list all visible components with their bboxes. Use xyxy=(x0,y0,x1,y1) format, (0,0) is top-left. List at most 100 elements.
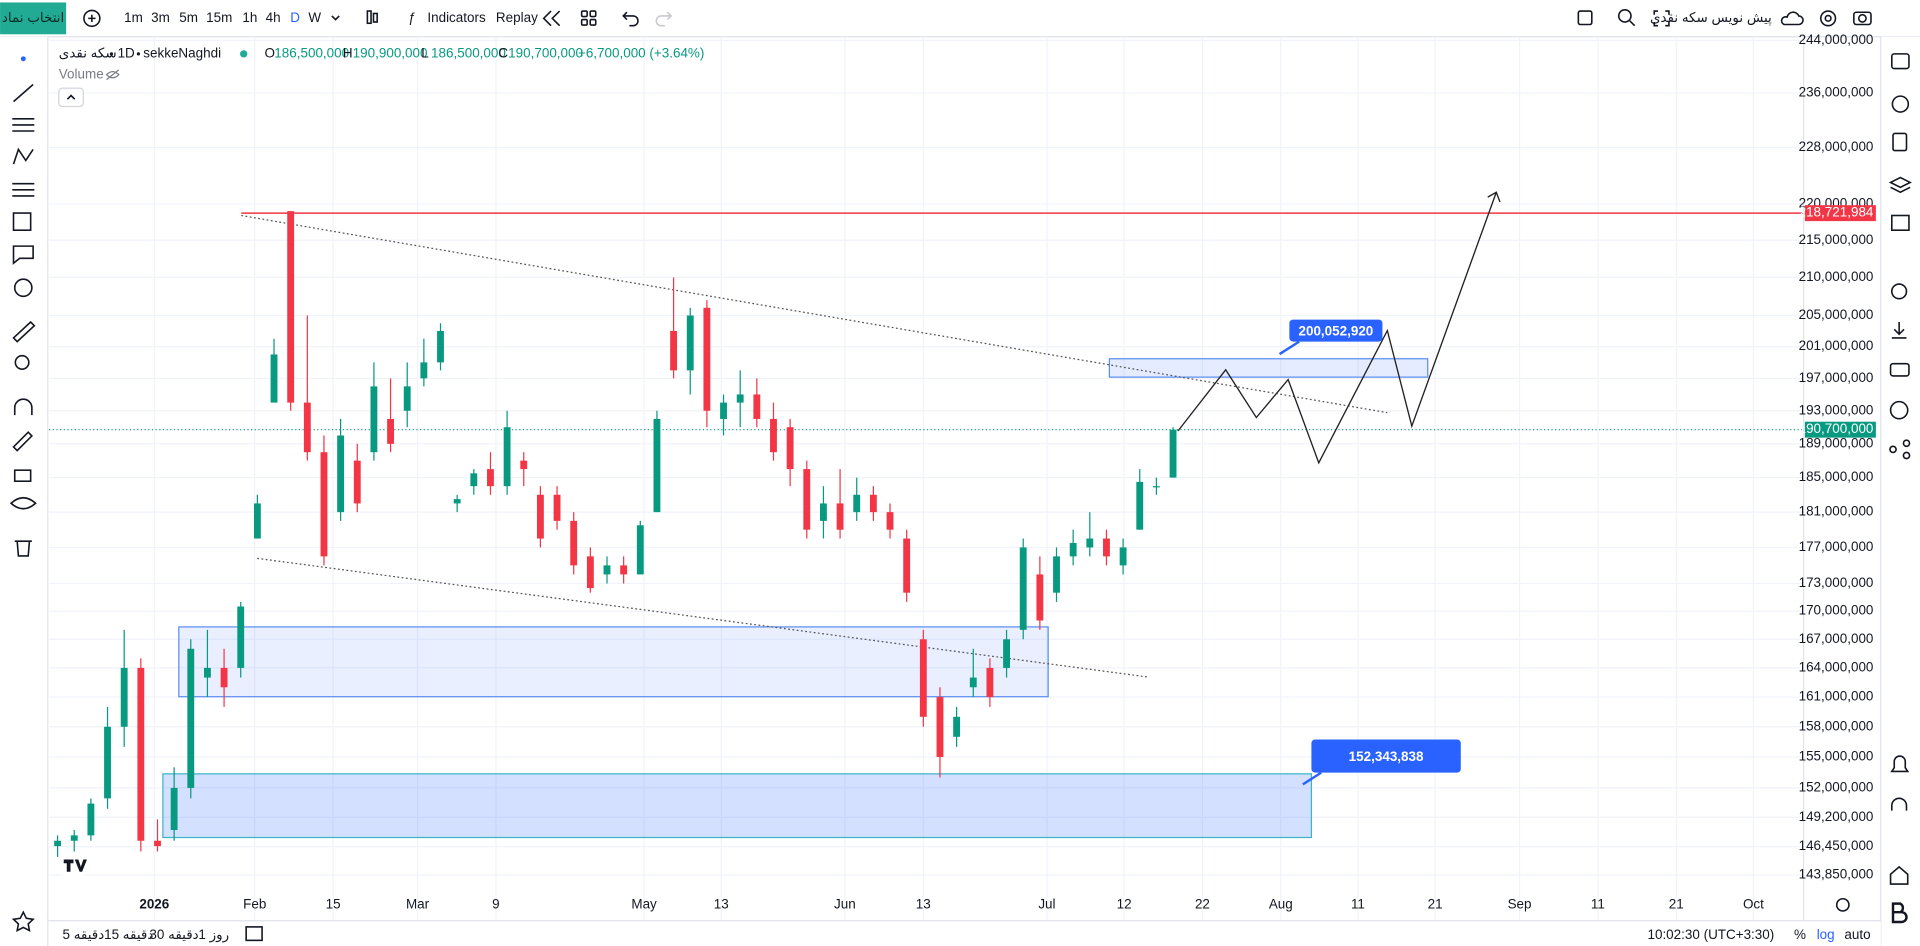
candle-body xyxy=(1053,556,1060,593)
interval-button[interactable]: W xyxy=(308,10,321,25)
notifications-icon[interactable] xyxy=(1890,755,1910,773)
settings-icon[interactable] xyxy=(1891,283,1908,300)
y-tick-label: 149,200,000 xyxy=(1799,809,1874,824)
pattern-tool[interactable] xyxy=(12,147,34,165)
candle-body xyxy=(803,469,811,530)
chart-type-icon[interactable] xyxy=(366,10,372,25)
x-tick-label: 21 xyxy=(1669,896,1684,911)
card-icon[interactable] xyxy=(1889,362,1910,377)
settings-icon-core xyxy=(1824,14,1832,22)
candle-body xyxy=(536,494,544,539)
indicators-button[interactable]: Indicators xyxy=(427,10,486,25)
settings-icon[interactable] xyxy=(1819,10,1837,27)
price-label-box xyxy=(1804,205,1876,222)
range-button[interactable]: 1 روز xyxy=(198,927,229,943)
notes-icon[interactable] xyxy=(1892,132,1908,152)
calendar-icon[interactable] xyxy=(1891,214,1910,231)
fib-tool[interactable] xyxy=(12,117,35,132)
interval-button[interactable]: 15m xyxy=(206,10,232,25)
interval-button[interactable]: 1m xyxy=(124,10,143,25)
symbol-button[interactable] xyxy=(0,2,67,35)
y-tick-label: 193,000,000 xyxy=(1799,402,1874,417)
x-tick-label: 15 xyxy=(326,896,341,911)
interval-button[interactable]: D xyxy=(290,10,300,25)
add-symbol-icon[interactable] xyxy=(83,9,101,28)
interval-dropdown[interactable] xyxy=(331,15,340,21)
logo xyxy=(63,859,87,872)
candle-body xyxy=(653,418,661,513)
candle-body xyxy=(503,427,511,487)
replay-button[interactable]: Replay xyxy=(496,10,538,25)
interval-button[interactable]: 5m xyxy=(179,10,198,25)
candle-body xyxy=(1152,486,1160,488)
remove-tool[interactable] xyxy=(14,540,32,557)
volume-hidden-icon[interactable] xyxy=(105,69,120,81)
window-icon[interactable] xyxy=(1577,10,1593,26)
projection-tool[interactable] xyxy=(12,182,35,197)
lock-tool[interactable] xyxy=(13,469,32,482)
candle-body xyxy=(1069,542,1077,557)
collapse-button[interactable] xyxy=(58,87,84,108)
log-toggle[interactable]: log xyxy=(1817,927,1835,942)
drawing-mode-tool[interactable] xyxy=(12,431,34,452)
search-icon[interactable] xyxy=(1617,8,1632,23)
interval-button[interactable]: 3m xyxy=(151,10,170,25)
change: +6,700,000 (+3.64%) xyxy=(578,45,704,60)
snapshot-icon[interactable] xyxy=(1853,11,1872,26)
candle-body xyxy=(919,639,927,717)
candle-body xyxy=(220,667,228,688)
annotation-box xyxy=(1289,319,1383,342)
layout-icon[interactable] xyxy=(580,10,588,18)
fullscreen-icon[interactable] xyxy=(1653,10,1670,27)
trend-line-tool[interactable] xyxy=(12,83,34,103)
layers-icon[interactable] xyxy=(1888,176,1912,194)
y-tick-label: 185,000,000 xyxy=(1799,469,1874,484)
cursor-tool[interactable] xyxy=(20,56,26,62)
emoji-tool[interactable] xyxy=(13,278,33,298)
zoom-tool[interactable] xyxy=(14,354,30,370)
auto-toggle[interactable]: auto xyxy=(1844,927,1870,942)
profile-icon[interactable] xyxy=(1889,400,1909,420)
support-icon[interactable] xyxy=(1891,797,1908,811)
snapshot-lens xyxy=(1857,13,1867,23)
date-range-icon[interactable] xyxy=(245,926,263,942)
share-icon[interactable] xyxy=(1889,445,1897,454)
fx-icon[interactable]: ƒ xyxy=(408,10,415,25)
range-button[interactable]: 30 دقیقه xyxy=(149,927,198,942)
candle-body xyxy=(886,512,894,530)
hide-tool[interactable] xyxy=(9,496,37,510)
undo-icon[interactable] xyxy=(622,11,639,27)
symbol-button-label[interactable]: انتخاب نماد xyxy=(2,10,64,25)
redo-icon[interactable] xyxy=(655,11,673,27)
magnet-tool[interactable] xyxy=(13,398,33,416)
bottom-bar xyxy=(49,922,1881,946)
y-tick-label: 173,000,000 xyxy=(1799,575,1874,590)
watchlist-icon[interactable] xyxy=(1891,53,1910,70)
y-tick-label: 143,850,000 xyxy=(1799,867,1874,882)
candle-body xyxy=(1019,547,1027,630)
layout-name[interactable]: پیش نویس سکه نقدی xyxy=(1650,10,1772,26)
candle-body xyxy=(520,460,528,470)
home-icon[interactable] xyxy=(1889,865,1909,885)
x-tick-label: May xyxy=(631,896,657,911)
favorites-icon[interactable] xyxy=(11,910,35,933)
range-button[interactable]: 5 دقیقه xyxy=(62,927,104,942)
axis-settings-icon[interactable] xyxy=(1835,897,1850,912)
search-handle xyxy=(1629,20,1636,27)
shape-tool[interactable] xyxy=(12,212,32,231)
alerts-icon[interactable] xyxy=(1891,95,1910,113)
brand-icon[interactable] xyxy=(1891,902,1908,924)
candle-body xyxy=(720,402,727,419)
zone-box xyxy=(178,626,1049,698)
candle-body xyxy=(836,503,844,530)
y-tick-label: 197,000,000 xyxy=(1799,370,1874,385)
range-button[interactable]: 15 دقیقه xyxy=(104,927,153,942)
percent-toggle[interactable]: % xyxy=(1794,927,1806,942)
interval-button[interactable]: 4h xyxy=(266,10,281,25)
y-tick-label: 146,450,000 xyxy=(1799,838,1874,853)
interval-button[interactable]: 1h xyxy=(242,10,257,25)
measure-tool[interactable] xyxy=(12,320,36,343)
download-icon[interactable] xyxy=(1891,322,1907,339)
cloud-icon[interactable] xyxy=(1780,11,1804,26)
text-tool[interactable] xyxy=(12,245,34,265)
